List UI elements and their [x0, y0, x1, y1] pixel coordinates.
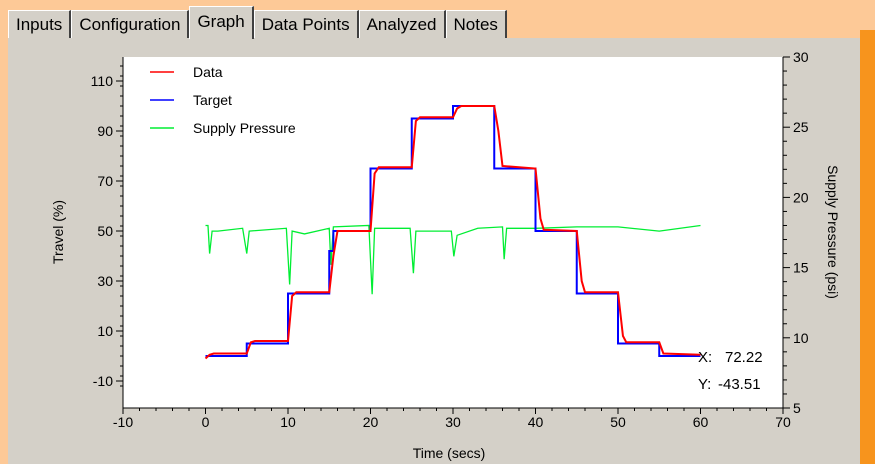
- x-tick-label: 30: [445, 414, 461, 430]
- y2-tick-label: 30: [793, 49, 809, 65]
- y2-tick-label: 15: [793, 260, 809, 276]
- y-tick-label: 90: [97, 123, 113, 139]
- tab-configuration[interactable]: Configuration: [71, 10, 190, 38]
- cursor-x-label: X:: [698, 349, 712, 366]
- y2-tick-label: 5: [793, 400, 801, 416]
- y-tick-label: 10: [97, 323, 113, 339]
- x-tick-label: 20: [363, 414, 379, 430]
- y-tick-label: 110: [91, 73, 114, 89]
- y-tick-label: 70: [97, 173, 113, 189]
- tab-notes[interactable]: Notes: [445, 10, 507, 38]
- cursor-x-value: 72.22: [725, 349, 763, 366]
- y2-tick-label: 25: [793, 119, 809, 135]
- cursor-y-value: -43.51: [718, 376, 761, 393]
- x-tick-label: 40: [528, 414, 544, 430]
- y2-tick-label: 10: [793, 330, 809, 346]
- x-tick-label: 50: [610, 414, 626, 430]
- y-tick-label: 30: [97, 273, 113, 289]
- window-edge-bar: [860, 30, 875, 464]
- cursor-y-label: Y:: [698, 376, 711, 393]
- tab-data-points[interactable]: Data Points: [253, 10, 359, 38]
- x-tick-label: 10: [280, 414, 296, 430]
- tab-graph[interactable]: Graph: [189, 6, 254, 39]
- legend-label: Data: [193, 64, 223, 80]
- y2-axis-label: Supply Pressure (psi): [825, 165, 841, 299]
- tab-inputs[interactable]: Inputs: [8, 10, 72, 38]
- y2-tick-label: 20: [793, 189, 809, 205]
- series-line-supply-pressure: [205, 224, 701, 295]
- y-tick-label: -10: [93, 373, 113, 389]
- legend-label: Target: [193, 92, 232, 108]
- tab-bar: Inputs Configuration Graph Data Points A…: [8, 6, 507, 40]
- legend-label: Supply Pressure: [193, 120, 296, 136]
- y-tick-label: 50: [97, 223, 113, 239]
- x-tick-label: 0: [202, 414, 210, 430]
- x-tick-label: 60: [693, 414, 709, 430]
- tab-analyzed[interactable]: Analyzed: [358, 10, 446, 38]
- x-tick-label: -10: [113, 414, 133, 430]
- x-axis-label: Time (secs): [413, 445, 486, 461]
- y-axis-label: Travel (%): [50, 200, 66, 264]
- x-tick-label: 70: [775, 414, 791, 430]
- series-line-data: [204, 105, 701, 360]
